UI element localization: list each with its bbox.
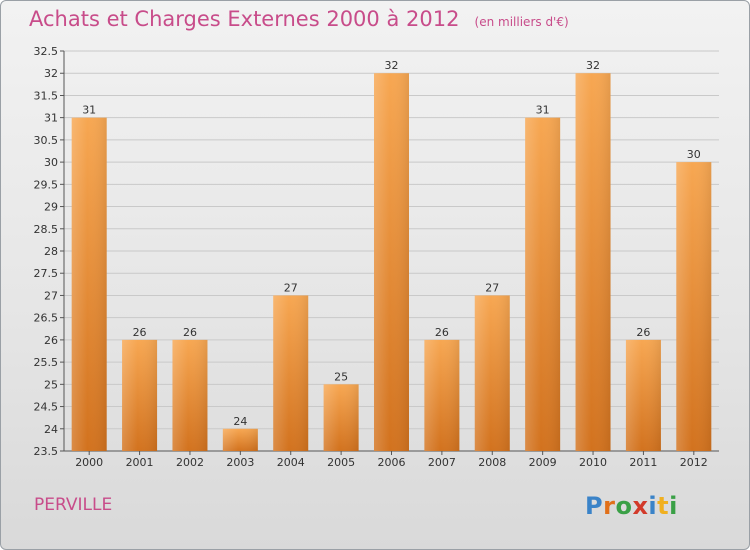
y-tick-label: 29.5 (34, 178, 59, 191)
data-label: 25 (334, 370, 348, 383)
y-tick-label: 25.5 (34, 356, 59, 369)
bar-shine-2005 (323, 384, 359, 451)
data-label: 31 (536, 104, 550, 117)
y-tick-label: 28 (44, 245, 58, 258)
data-label: 31 (82, 104, 96, 117)
chart-title: Achats et Charges Externes 2000 à 2012 (… (29, 7, 569, 31)
y-tick-label: 24 (44, 423, 58, 436)
data-label: 27 (284, 281, 298, 294)
logo-letter: i (648, 492, 658, 520)
y-tick-label: 24.5 (34, 401, 59, 414)
bar-shine-2006 (374, 73, 409, 451)
x-tick-label: 2007 (428, 456, 456, 469)
x-tick-label: 2004 (277, 456, 305, 469)
x-tick-label: 2005 (327, 456, 355, 469)
logo-letter: o (615, 492, 633, 520)
y-tick-label: 27 (44, 289, 58, 302)
y-tick-label: 31 (44, 112, 58, 125)
data-label: 26 (435, 326, 449, 339)
town-name: PERVILLE (34, 495, 113, 515)
bar-shine-2007 (424, 339, 460, 451)
chart-unit-text: (en milliers d'€) (474, 15, 569, 29)
y-tick-label: 25 (44, 378, 58, 391)
data-labels: 31 26 26 24 27 25 32 26 27 31 32 26 30 (82, 59, 701, 428)
x-tick-label: 2009 (529, 456, 557, 469)
data-label: 26 (133, 326, 147, 339)
x-tick-label: 2012 (680, 456, 708, 469)
y-tick-label: 28.5 (34, 223, 59, 236)
x-tick-label: 2001 (126, 456, 154, 469)
bar-shine-2000 (71, 117, 107, 452)
bar-shine-2010 (575, 73, 611, 451)
bars (71, 73, 712, 452)
bar-shine-2003 (222, 428, 258, 451)
y-tick-label: 26.5 (34, 312, 59, 325)
logo-letter: x (632, 492, 649, 520)
y-tick-label: 27.5 (34, 267, 59, 280)
bar-shine-2001 (122, 339, 158, 451)
x-tick-label: 2000 (75, 456, 103, 469)
y-tick-label: 32.5 (34, 45, 59, 58)
proxiti-logo[interactable]: Proxiti (585, 492, 678, 520)
logo-letter: t (657, 492, 670, 520)
logo-letter: P (585, 492, 604, 520)
data-label: 30 (687, 148, 701, 161)
bar-shine-2002 (172, 339, 208, 451)
data-label: 32 (385, 59, 399, 72)
y-tick-label: 23.5 (34, 445, 59, 458)
chart-title-text: Achats et Charges Externes 2000 à 2012 (29, 7, 460, 31)
bar-shine-2008 (474, 295, 510, 451)
logo-letter: i (669, 492, 678, 520)
y-tick-label: 31.5 (34, 89, 59, 102)
data-label: 32 (586, 59, 600, 72)
y-tick-label: 32 (44, 67, 58, 80)
data-label: 24 (233, 415, 247, 428)
bar-shine-2012 (676, 162, 712, 451)
bar-shine-2004 (273, 295, 309, 451)
y-tick-label: 30.5 (34, 134, 59, 147)
bar-shine-2011 (625, 339, 661, 451)
data-label: 27 (485, 281, 499, 294)
x-tick-label: 2008 (478, 456, 506, 469)
x-tick-label: 2006 (378, 456, 406, 469)
y-tick-label: 30 (44, 156, 58, 169)
x-tick-label: 2011 (629, 456, 657, 469)
x-tick-label: 2002 (176, 456, 204, 469)
bar-shine-2009 (525, 117, 561, 452)
data-label: 26 (636, 326, 650, 339)
x-tick-label: 2003 (226, 456, 254, 469)
axes: 23.5 24 24.5 25 25.5 26 26.5 27 27.5 28 28.5 29 29.5… (34, 45, 719, 469)
logo-letter: r (603, 492, 616, 520)
data-label: 26 (183, 326, 197, 339)
y-tick-label: 29 (44, 201, 58, 214)
y-tick-label: 26 (44, 334, 58, 347)
x-tick-label: 2010 (579, 456, 607, 469)
